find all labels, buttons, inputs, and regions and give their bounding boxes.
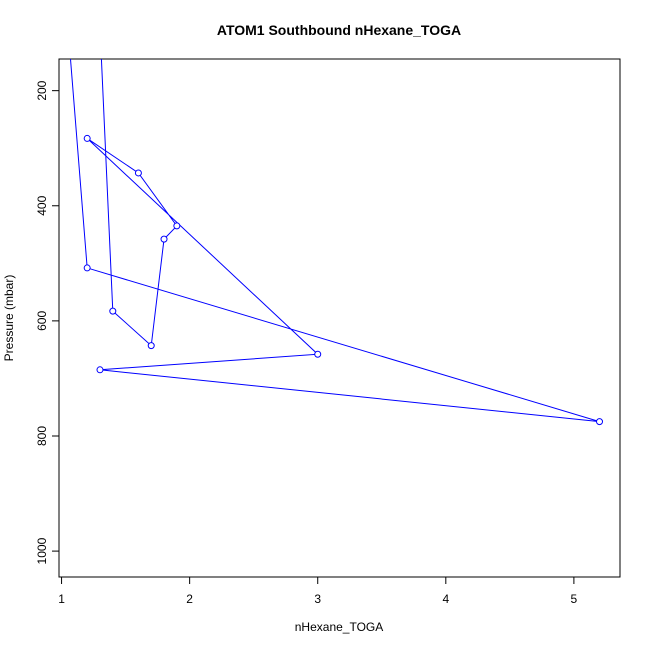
data-point-4 — [314, 350, 322, 358]
x-tick-label-2: 3 — [314, 592, 321, 606]
y-tick-label-1: 400 — [35, 195, 49, 215]
y-tick-label-2: 600 — [35, 311, 49, 331]
data-point-7 — [173, 222, 181, 230]
x-tick-label-4: 5 — [571, 592, 578, 606]
y-axis: 200 400 600 800 1000 — [35, 80, 59, 564]
y-tick-label-4: 1000 — [35, 537, 49, 564]
y-axis-label: Pressure (mbar) — [2, 275, 16, 362]
data-point-10 — [109, 307, 117, 315]
data-point-5 — [83, 134, 91, 142]
chart-title: ATOM1 Southbound nHexane_TOGA — [217, 22, 461, 38]
data-point-1 — [83, 264, 91, 272]
y-tick-label-0: 200 — [35, 80, 49, 100]
series-line — [69, 59, 600, 423]
x-tick-label-1: 2 — [186, 592, 193, 606]
plot-area — [69, 59, 604, 426]
data-point-3 — [96, 366, 104, 374]
x-tick-label-0: 1 — [58, 592, 65, 606]
data-point-8 — [160, 235, 168, 243]
x-axis: 1 2 3 4 5 — [58, 577, 578, 606]
data-point-6 — [134, 169, 142, 177]
x-tick-label-3: 4 — [442, 592, 449, 606]
data-point-9 — [147, 342, 155, 350]
plot-frame — [58, 58, 621, 578]
y-tick-label-3: 800 — [35, 426, 49, 446]
data-point-2 — [596, 418, 604, 426]
x-axis-label: nHexane_TOGA — [295, 620, 384, 634]
